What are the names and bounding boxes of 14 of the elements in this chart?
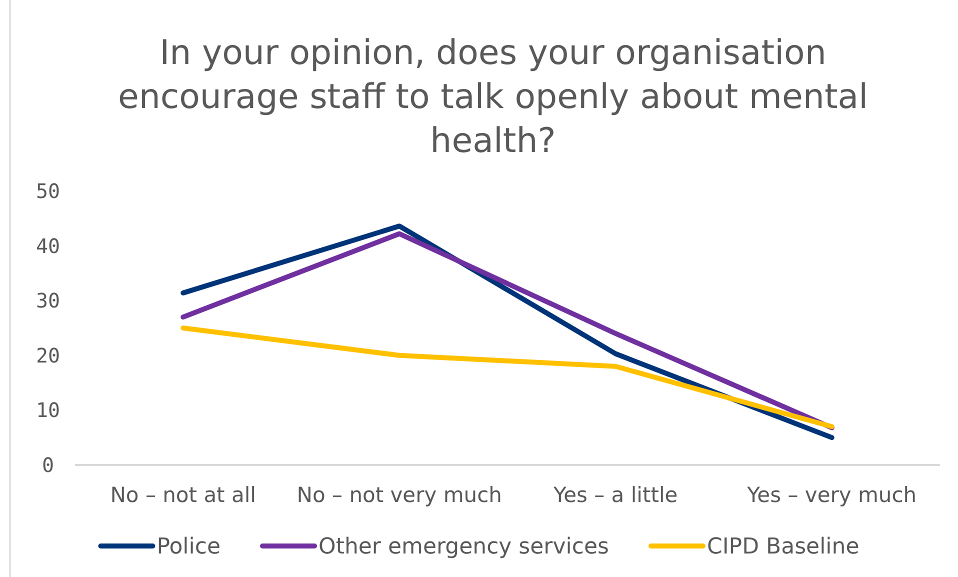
y-tick-label: 10 (36, 398, 60, 422)
legend-label: Other emergency services (318, 534, 609, 560)
chart-title: In your opinion, does your organisation encourage staff to talk openly about mental health? (118, 33, 868, 161)
y-tick-label: 0 (42, 453, 54, 477)
x-tick-label: No – not very much (296, 483, 502, 507)
y-tick-label: 30 (36, 288, 60, 313)
legend-label: CIPD Baseline (706, 534, 860, 560)
y-tick-label: 40 (36, 234, 60, 258)
x-tick-label: Yes – very much (746, 483, 917, 507)
x-tick-label: Yes – a little (552, 483, 678, 507)
y-tick-label: 20 (36, 343, 60, 368)
y-tick-label: 50 (36, 179, 60, 203)
x-tick-label: No – not at all (110, 483, 256, 507)
legend-label: Police (156, 534, 221, 560)
